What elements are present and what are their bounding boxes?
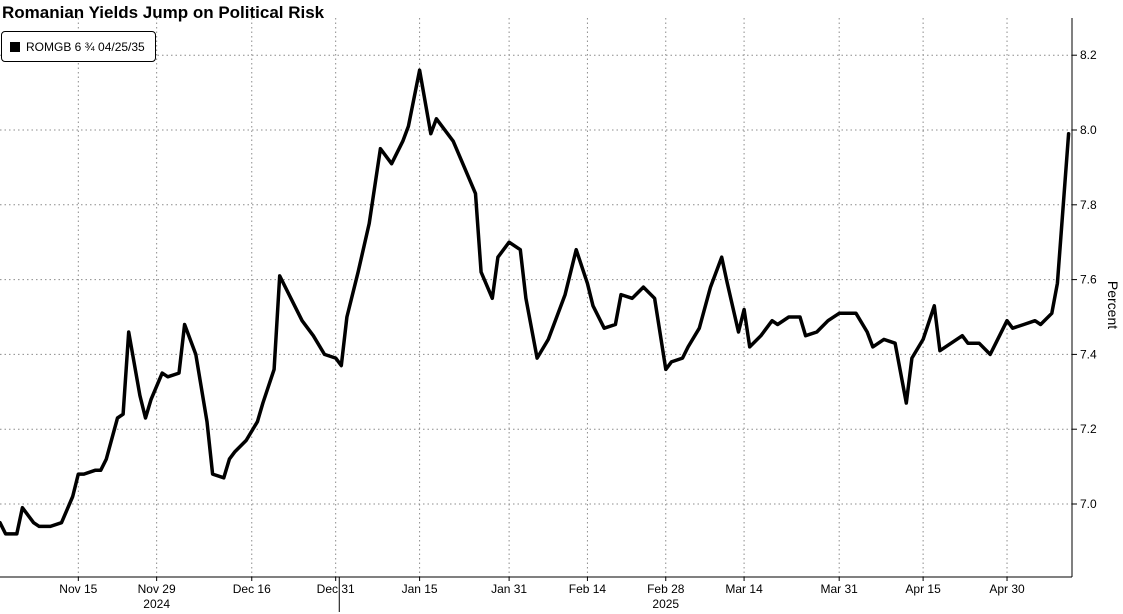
x-tick-label: Feb 28 (647, 582, 685, 596)
legend-series-label: ROMGB 6 ¾ 04/25/35 (26, 39, 145, 54)
series-lines (0, 68, 1071, 536)
x-tick-label: Nov 15 (59, 582, 97, 596)
x-tick-label: Dec 16 (233, 582, 271, 596)
x-tick-label: Apr 15 (905, 582, 941, 596)
x-tick-label: Mar 31 (821, 582, 859, 596)
y-tick-label: 7.4 (1080, 347, 1097, 361)
legend: ROMGB 6 ¾ 04/25/35 (1, 31, 156, 62)
x-tick-label: Apr 30 (989, 582, 1025, 596)
tick-labels: 7.0 7.2 7.4 7.6 7.8 8.0 8.2 Nov 15 Nov 29 Dec 16 D… (59, 48, 1097, 611)
x-tick-label: Dec 31 (317, 582, 355, 596)
grid-lines (0, 18, 1072, 577)
y-tick-label: 8.2 (1080, 48, 1097, 62)
y-tick-label: 7.8 (1080, 198, 1097, 212)
y-tick-label: 7.0 (1080, 497, 1097, 511)
x-tick-label: Feb 14 (569, 582, 607, 596)
x-tick-label: Jan 31 (491, 582, 527, 596)
y-tick-label: 7.6 (1080, 273, 1097, 287)
x-tick-label: Nov 29 (138, 582, 176, 596)
year-label: 2025 (652, 597, 679, 611)
chart-title: Romanian Yields Jump on Political Risk (2, 3, 325, 22)
legend-swatch (10, 41, 20, 52)
y-tick-label: 8.0 (1080, 123, 1097, 137)
year-label: 2024 (143, 597, 170, 611)
y-tick-label: 7.2 (1080, 422, 1097, 436)
y-axis-title: Percent (1105, 281, 1121, 329)
x-tick-label: Mar 14 (725, 582, 763, 596)
x-tick-label: Jan 15 (402, 582, 438, 596)
series-line (0, 68, 1071, 536)
axes (0, 18, 1077, 612)
